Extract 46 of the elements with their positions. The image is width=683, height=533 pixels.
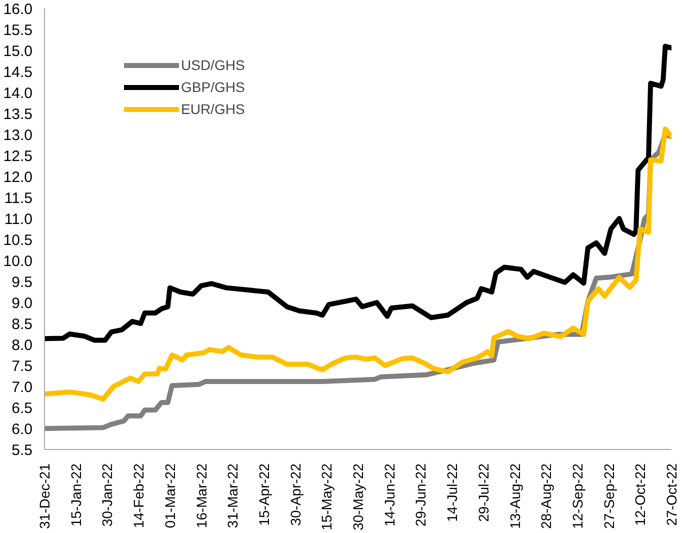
x-tick-label: 16-Mar-22 <box>193 463 210 528</box>
x-tick-label: 28-Aug-22 <box>538 463 554 529</box>
y-tick-label: 10.0 <box>3 253 33 270</box>
x-tick-label: 14-Jul-22 <box>444 463 460 522</box>
y-tick-label: 10.5 <box>3 232 33 249</box>
x-tick-label: 12-Sep-22 <box>569 463 586 529</box>
y-tick-label: 6.5 <box>12 400 33 417</box>
x-tick-label: 27-Oct-22 <box>664 463 680 526</box>
x-tick-label: 15-May-22 <box>318 463 335 530</box>
y-tick-label: 13.5 <box>3 106 33 123</box>
y-tick-label: 11.5 <box>4 190 33 207</box>
y-tick-label: 5.5 <box>12 442 33 459</box>
y-tick-label: 13.0 <box>3 127 33 144</box>
y-tick-label: 12.5 <box>3 148 33 165</box>
x-tick-label: 31-Dec-21 <box>36 463 52 529</box>
x-tick-label: 27-Sep-22 <box>600 463 617 529</box>
x-tick-label: 30-Apr-22 <box>287 463 304 526</box>
y-tick-label: 6.0 <box>12 421 33 438</box>
y-tick-label: 15.5 <box>3 22 33 39</box>
x-tick-label: 13-Aug-22 <box>506 463 523 529</box>
x-tick-label: 14-Feb-22 <box>130 463 147 528</box>
x-tick-label: 29-Jul-22 <box>475 463 492 522</box>
legend-label: USD/GHS <box>181 57 245 73</box>
y-tick-label: 8.5 <box>12 316 33 333</box>
legend-label: EUR/GHS <box>181 101 245 117</box>
x-tick-label: 01-Mar-22 <box>162 463 178 528</box>
y-tick-label: 7.5 <box>12 358 33 375</box>
y-tick-label: 14.5 <box>3 64 33 81</box>
y-tick-label: 16.0 <box>3 1 33 18</box>
y-tick-label: 15.0 <box>3 43 33 60</box>
x-tick-label: 12-Oct-22 <box>632 463 648 526</box>
y-tick-label: 9.5 <box>12 274 33 291</box>
x-tick-label: 15-Jan-22 <box>68 463 84 527</box>
x-tick-label: 30-Jan-22 <box>99 463 116 527</box>
y-tick-label: 8.0 <box>12 337 33 354</box>
y-tick-label: 11.0 <box>4 211 33 228</box>
x-tick-label: 31-Mar-22 <box>224 463 241 528</box>
y-tick-label: 14.0 <box>3 85 33 102</box>
y-tick-label: 9.0 <box>12 295 33 312</box>
x-tick-label: 14-Jun-22 <box>381 463 398 527</box>
y-tick-label: 7.0 <box>12 379 33 396</box>
x-tick-label: 15-Apr-22 <box>256 463 272 526</box>
x-tick-label: 29-Jun-22 <box>412 463 429 527</box>
x-tick-label: 30-May-22 <box>350 463 366 530</box>
y-tick-label: 12.0 <box>3 169 33 186</box>
legend-label: GBP/GHS <box>181 79 245 95</box>
